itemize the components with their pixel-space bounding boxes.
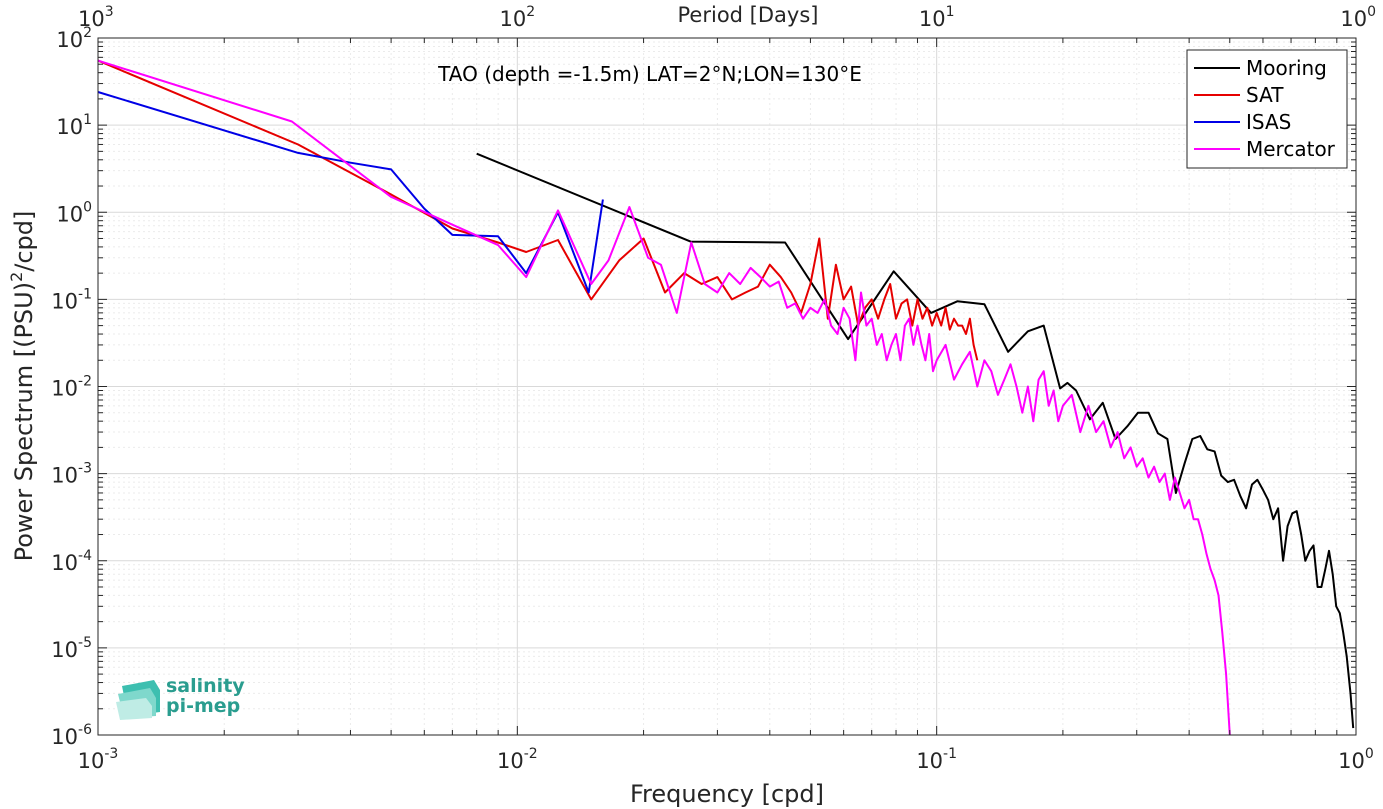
series-line-mercator <box>97 59 1231 736</box>
x-tick-label: 10-1 <box>916 746 957 773</box>
legend: Mooring SAT ISAS Mercator <box>1186 49 1348 169</box>
top-axis-label: Period [Days] <box>678 3 819 27</box>
y-axis-label: Power Spectrum [(PSU)2/cpd] <box>7 211 38 562</box>
series-lines <box>97 59 1355 736</box>
y-tick-label: 101 <box>56 112 92 139</box>
y-tick-label: 102 <box>56 25 92 52</box>
chart-title: TAO (depth =-1.5m) LAT=2°N;LON=130°E <box>437 62 862 86</box>
y-tick-label: 100 <box>56 199 92 226</box>
y-tick-label: 10-6 <box>51 722 92 749</box>
legend-label-mercator: Mercator <box>1246 137 1336 161</box>
top-tick-label: 100 <box>1340 4 1376 31</box>
legend-label-sat: SAT <box>1246 83 1284 107</box>
legend-label-mooring: Mooring <box>1246 56 1327 80</box>
y-tick-label: 10-2 <box>51 374 92 401</box>
y-tick-label: 10-4 <box>51 548 92 575</box>
series-line-sat <box>97 59 979 361</box>
top-tick-label: 102 <box>500 4 536 31</box>
top-tick-label: 101 <box>919 4 955 31</box>
series-line-isas <box>97 91 604 294</box>
x-axis-label: Frequency [cpd] <box>630 780 824 808</box>
y-axis-label-exp: 2 <box>7 272 26 282</box>
tick-marks <box>97 38 1356 736</box>
x-tick-label: 10-2 <box>497 746 538 773</box>
top-tick-labels: 103 102 101 100 <box>78 4 1376 31</box>
y-tick-label: 10-1 <box>51 286 92 313</box>
y-axis-label-main: Power Spectrum [(PSU) <box>10 282 38 561</box>
top-tick-label: 103 <box>78 4 114 31</box>
x-tick-label: 100 <box>1338 746 1374 773</box>
grid-lines <box>97 38 1356 736</box>
series-line-mooring <box>476 152 1355 729</box>
y-axis-label-end: /cpd] <box>10 211 38 272</box>
logo-text-line2: pi-mep <box>166 695 240 717</box>
legend-label-isas: ISAS <box>1246 110 1291 134</box>
y-tick-label: 10-5 <box>51 635 92 662</box>
y-tick-label: 10-3 <box>51 461 92 488</box>
x-tick-labels: 10-3 10-2 10-1 100 <box>78 746 1374 773</box>
logo-text-line1: salinity <box>166 675 245 697</box>
y-tick-labels: 102 101 100 10-1 10-2 10-3 10-4 10-5 10-6 <box>51 25 92 749</box>
logo-shape-front <box>116 698 152 720</box>
x-tick-label: 10-3 <box>78 746 119 773</box>
salinity-pi-mep-logo: salinity pi-mep <box>116 675 245 720</box>
